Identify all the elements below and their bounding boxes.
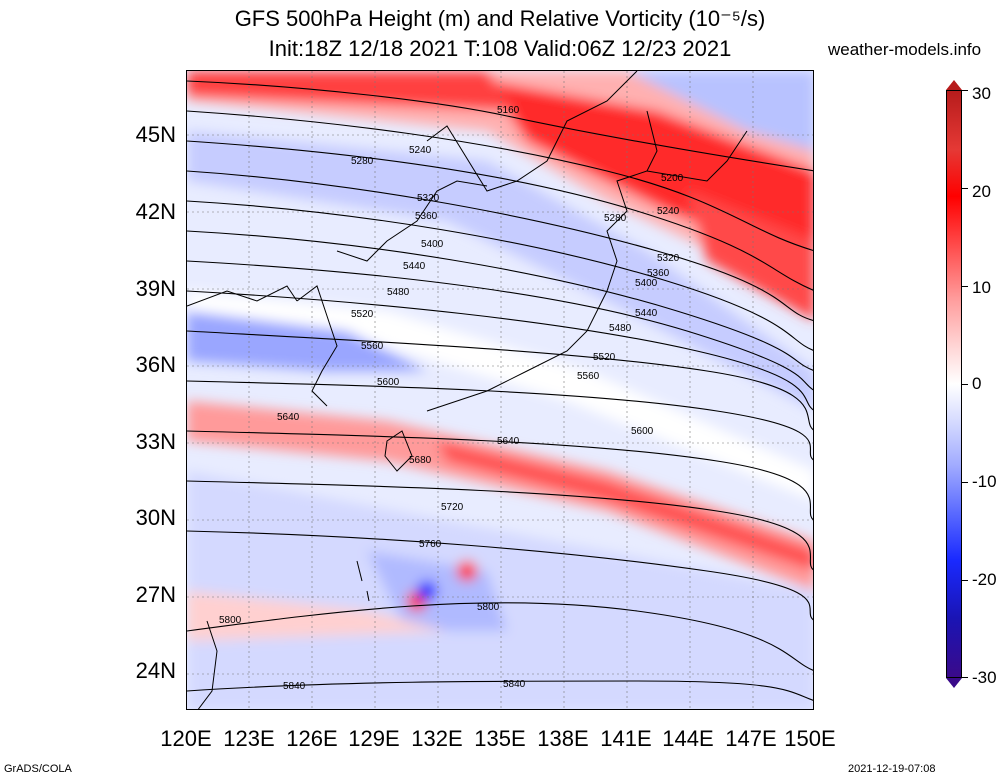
contour-label: 5600 <box>631 426 654 437</box>
contour-label: 5320 <box>417 193 440 204</box>
colorbar-label: 30 <box>972 84 991 103</box>
contour-label: 5440 <box>403 261 426 272</box>
lon-label: 129E <box>348 726 400 751</box>
contour-label: 5360 <box>415 211 438 222</box>
colorbar-tick <box>962 286 968 287</box>
colorbar-tick <box>962 90 968 91</box>
contour-label: 5400 <box>421 239 444 250</box>
lat-label: 36N <box>135 352 176 377</box>
contour-label: 5760 <box>419 539 442 550</box>
contour-label: 5800 <box>219 615 242 626</box>
lon-label: 138E <box>537 726 589 751</box>
footer-right: 2021-12-19-07:08 <box>848 763 936 775</box>
contour-label: 5520 <box>593 352 616 363</box>
contour-label: 5560 <box>361 341 384 352</box>
map-panel: 5160 5200 5240 5240 5280 5280 5320 5320 … <box>186 70 814 710</box>
contour-label: 5480 <box>609 323 632 334</box>
contour-label: 5160 <box>497 105 520 116</box>
colorbar-tick <box>962 677 968 678</box>
contour-label: 5280 <box>604 213 627 224</box>
contour-label: 5360 <box>647 268 670 279</box>
lat-label: 42N <box>135 199 176 224</box>
lat-label: 45N <box>135 122 176 147</box>
contour-label: 5320 <box>657 253 680 264</box>
lat-label: 27N <box>135 582 176 607</box>
contour-label: 5520 <box>351 309 374 320</box>
contour-labels: 5160 5200 5240 5240 5280 5280 5320 5320 … <box>219 105 684 692</box>
lon-label: 144E <box>662 726 714 751</box>
site-credit: weather-models.info <box>828 40 982 59</box>
lat-label: 39N <box>135 276 176 301</box>
contour-label: 5840 <box>503 679 526 690</box>
colorbar-tick <box>962 188 968 189</box>
contour-label: 5840 <box>283 681 306 692</box>
colorbar-tick <box>962 482 968 483</box>
lon-label: 126E <box>286 726 338 751</box>
lat-label: 24N <box>135 658 176 683</box>
contour-label: 5560 <box>577 371 600 382</box>
colorbar-tick <box>962 580 968 581</box>
lat-label: 30N <box>135 505 176 530</box>
map-title-line2: Init:18Z 12/18 2021 T:108 Valid:06Z 12/2… <box>268 36 732 61</box>
contour-label: 5200 <box>661 173 684 184</box>
lon-label: 150E <box>784 726 836 751</box>
colorbar-label: 20 <box>972 182 991 201</box>
contour-label: 5440 <box>635 308 658 319</box>
lon-label: 120E <box>160 726 212 751</box>
vorticity-field <box>187 71 813 709</box>
contour-label: 5680 <box>409 455 432 466</box>
footer-left: GrADS/COLA <box>4 763 72 775</box>
map-title-line1: GFS 500hPa Height (m) and Relative Vorti… <box>234 6 766 31</box>
contour-label: 5280 <box>351 156 374 167</box>
colorbar <box>946 90 962 678</box>
lon-label: 135E <box>474 726 526 751</box>
coastlines <box>187 71 748 709</box>
contour-label: 5240 <box>657 206 680 217</box>
lon-label: 141E <box>600 726 652 751</box>
contour-label: 5400 <box>635 278 658 289</box>
colorbar-tick <box>962 384 968 385</box>
contour-label: 5800 <box>477 602 500 613</box>
lon-label: 147E <box>725 726 777 751</box>
colorbar-label: 0 <box>972 374 982 393</box>
contour-label: 5720 <box>441 502 464 513</box>
height-contours <box>187 80 813 701</box>
colorbar-label: 10 <box>972 278 991 297</box>
colorbar-label: -30 <box>972 668 997 687</box>
colorbar-label: -10 <box>972 472 997 491</box>
contour-label: 5640 <box>277 412 300 423</box>
contour-label: 5600 <box>377 377 400 388</box>
colorbar-min-arrow <box>946 678 962 688</box>
contour-label: 5240 <box>409 145 432 156</box>
contour-label: 5640 <box>497 436 520 447</box>
colorbar-label: -20 <box>972 570 997 589</box>
contour-label: 5480 <box>387 287 410 298</box>
colorbar-max-arrow <box>946 80 962 90</box>
lon-label: 123E <box>223 726 275 751</box>
lon-label: 132E <box>411 726 463 751</box>
lat-label: 33N <box>135 429 176 454</box>
vorticity-map: 5160 5200 5240 5240 5280 5280 5320 5320 … <box>187 71 813 709</box>
